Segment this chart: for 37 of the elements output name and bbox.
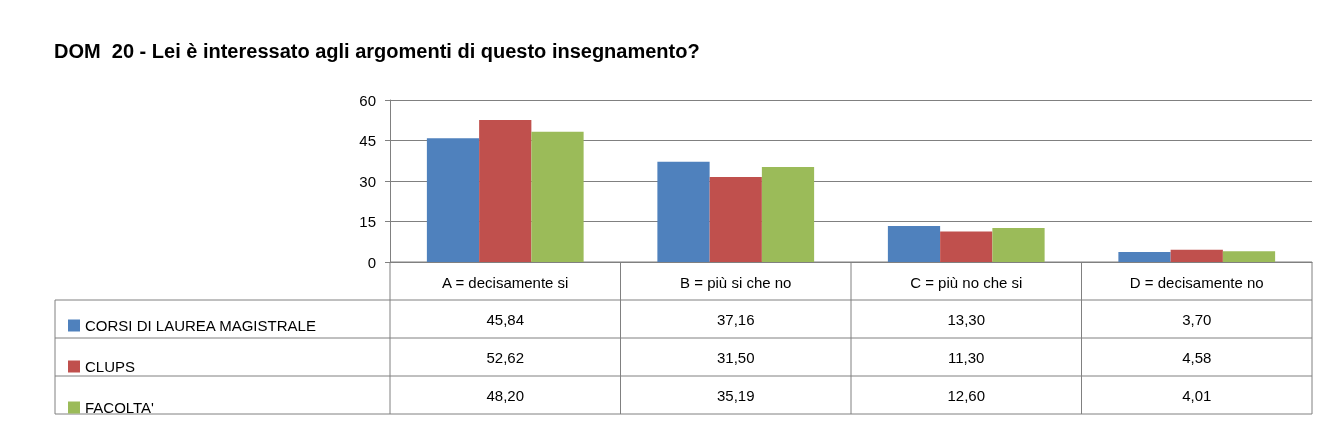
data-label: 35,19 (716, 386, 755, 404)
y-tick-label: 15 (359, 213, 376, 230)
data-label: 31,50 (716, 348, 755, 366)
bar (1170, 249, 1223, 262)
y-tick-label: 30 (359, 172, 376, 190)
data-label: 3,70 (1182, 310, 1212, 328)
bar (709, 176, 762, 262)
x-tick-label: D = decisamente no (1129, 274, 1264, 291)
data-label: 4,58 (1182, 348, 1212, 366)
data-label: 13,30 (947, 310, 986, 328)
bar (1222, 251, 1276, 262)
bar (426, 138, 480, 262)
y-tick-label: 0 (367, 253, 376, 271)
data-label: 48,20 (486, 386, 525, 404)
bar (992, 227, 1045, 262)
x-tick-label: A = decisamente si (442, 274, 569, 291)
y-tick-label: 60 (359, 91, 376, 109)
bar (1118, 252, 1171, 262)
data-label: 45,84 (486, 310, 525, 328)
data-label: 12,60 (947, 386, 986, 404)
x-tick-label: B = più si che no (680, 274, 792, 291)
bar (761, 166, 815, 262)
chart-title: DOM 20 - Lei è interessato agli argomenti di questo insegnamento? (54, 40, 700, 62)
bar (531, 131, 584, 262)
data-label: 4,01 (1182, 386, 1212, 404)
bar (887, 226, 941, 262)
legend-label: CLUPS (85, 358, 136, 375)
legend-label: FACOLTA' (85, 399, 155, 416)
data-label: 37,16 (716, 310, 755, 328)
x-tick-label: C = più no che si (910, 274, 1023, 291)
bar (940, 231, 993, 262)
y-tick-label: 45 (359, 132, 376, 149)
bar (657, 161, 710, 262)
legend-label: CORSI DI LAUREA MAGISTRALE (85, 317, 316, 334)
bar (479, 119, 532, 262)
data-label: 11,30 (948, 348, 985, 366)
data-label: 52,62 (486, 348, 525, 366)
